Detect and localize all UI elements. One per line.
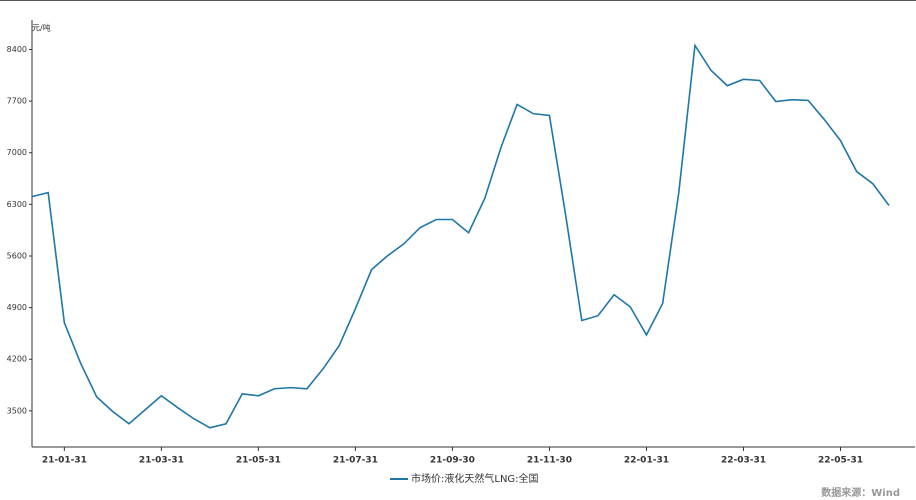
x-tick-label: 21-11-30	[527, 456, 572, 466]
y-axis-unit: 元/吨	[32, 23, 51, 33]
y-tick-label: 3500	[7, 406, 27, 415]
x-tick-label: 21-07-31	[333, 456, 378, 466]
x-tick-label: 21-05-31	[236, 456, 281, 466]
legend-label: 市场价:液化天然气LNG:全国	[411, 472, 539, 485]
y-tick-label: 4900	[7, 303, 27, 312]
x-tick-label: 21-03-31	[139, 456, 184, 466]
y-tick-label: 5600	[7, 251, 27, 260]
x-tick-label: 22-05-31	[818, 456, 863, 466]
y-tick-label: 7700	[7, 97, 27, 106]
x-tick-label: 21-09-30	[430, 456, 475, 466]
source-note: 数据来源：Wind	[821, 486, 900, 499]
y-tick-label: 6300	[7, 200, 27, 209]
y-tick-label: 7000	[7, 148, 27, 157]
y-tick-label: 4200	[7, 355, 27, 364]
data-line	[31, 43, 890, 429]
x-tick-label: 21-01-31	[42, 456, 87, 466]
x-tick-label: 22-03-31	[721, 456, 766, 466]
x-tick-label: 22-01-31	[624, 456, 669, 466]
y-tick-label: 8400	[7, 45, 27, 54]
